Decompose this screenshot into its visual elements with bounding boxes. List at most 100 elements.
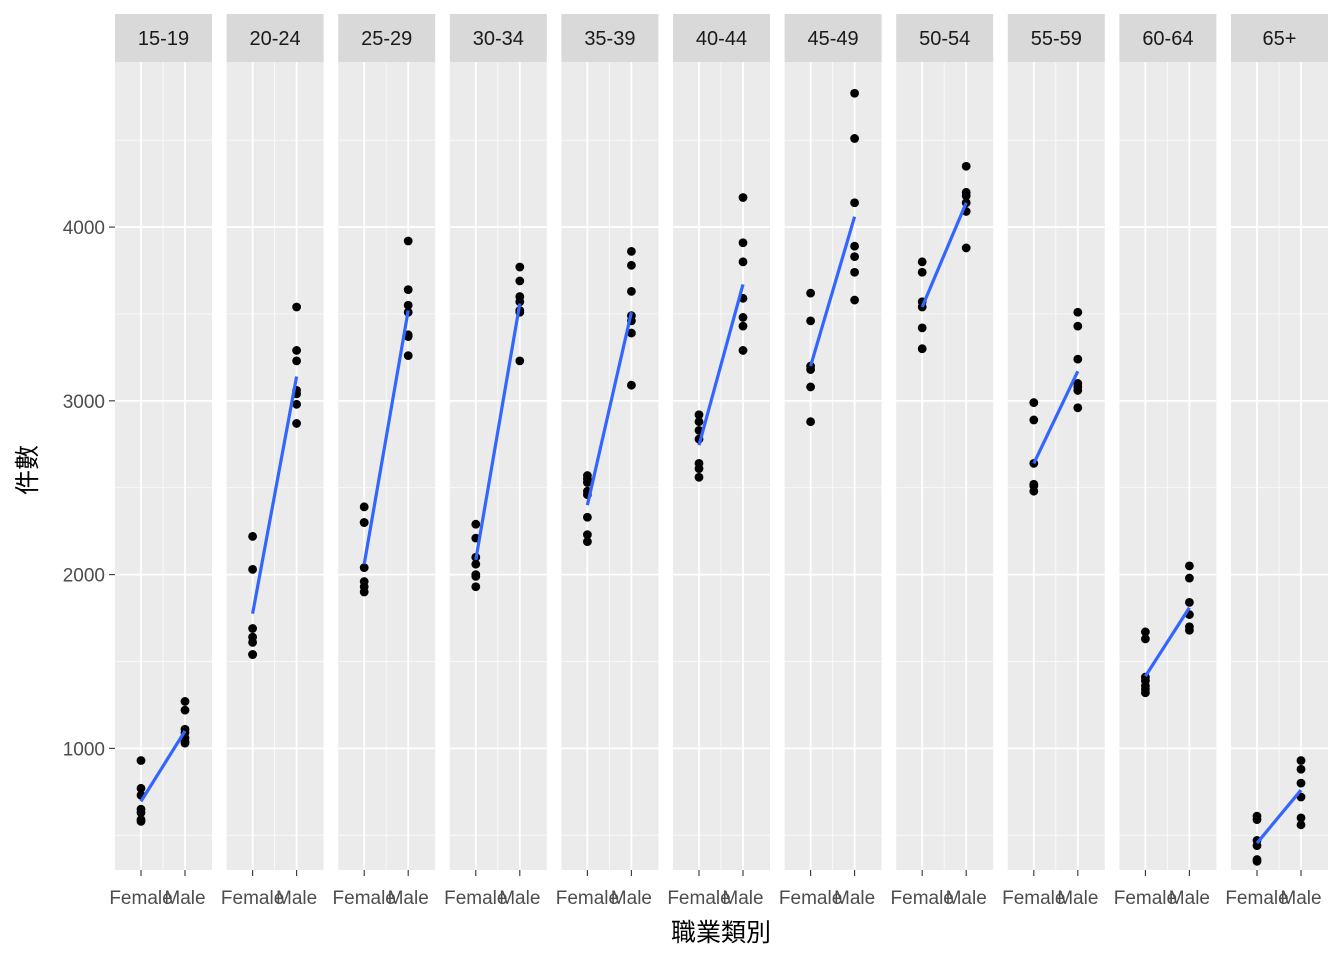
facet-strip-label: 65+ [1263, 28, 1297, 50]
x-tick-label: Female [1114, 888, 1177, 909]
facet-strip-label: 55-59 [1031, 28, 1082, 50]
facet-strip-label: 20-24 [250, 28, 301, 50]
x-axis-title: 職業類別 [671, 918, 771, 947]
trend-line [1255, 789, 1303, 845]
male-point [403, 285, 413, 295]
x-tick-label: Female [1002, 888, 1065, 909]
x-tick-label: Male [946, 888, 987, 909]
panel-background [896, 62, 994, 870]
female-point [359, 563, 369, 573]
male-point [961, 243, 971, 253]
trend-line [809, 216, 857, 367]
trend-line [1032, 370, 1080, 465]
x-tick-label: Male [611, 888, 652, 909]
x-tick-label: Female [444, 888, 507, 909]
male-point [292, 419, 301, 428]
male-point [627, 380, 636, 390]
female-point [248, 564, 257, 574]
y-tick-label: 1000 [63, 739, 105, 760]
facet-strip [784, 14, 882, 62]
y-tick-label: 4000 [63, 218, 105, 239]
female-point [136, 756, 146, 765]
male-point [1296, 764, 1306, 774]
male-point [627, 328, 636, 338]
male-point [292, 302, 301, 312]
male-point [738, 346, 748, 355]
x-tick-label: Male [164, 888, 205, 909]
male-point [1185, 573, 1194, 583]
y-tick-label: 3000 [63, 392, 105, 413]
male-point [738, 193, 748, 202]
male-point [738, 257, 748, 267]
male-point [738, 313, 748, 322]
facet-strip [1007, 14, 1105, 62]
female-point [917, 267, 927, 277]
male-point [1296, 756, 1306, 765]
female-point [471, 582, 481, 592]
female-point [806, 288, 815, 298]
male-point [515, 356, 525, 366]
x-tick-label: Female [333, 888, 396, 909]
female-point [1029, 398, 1039, 407]
x-tick-label: Male [834, 888, 875, 909]
female-point [583, 512, 592, 522]
female-point [583, 537, 592, 546]
male-point [1296, 820, 1306, 830]
x-tick-label: Female [221, 888, 284, 909]
facet-strip-label: 60-64 [1142, 28, 1193, 50]
panel-background [226, 62, 324, 870]
trend-line [1144, 606, 1191, 678]
panel-background [1119, 62, 1217, 870]
facet-strip-label: 50-54 [919, 28, 970, 50]
female-point [248, 624, 257, 633]
male-point [403, 351, 413, 361]
panel-background [784, 62, 882, 870]
facet-strip [561, 14, 659, 62]
female-point [917, 344, 927, 354]
facet-strip [338, 14, 436, 62]
female-point [248, 531, 257, 541]
male-point [403, 236, 413, 246]
male-point [1296, 778, 1306, 788]
female-point [136, 816, 146, 826]
male-point [292, 346, 301, 355]
panel-background [338, 62, 436, 870]
facet-strip-label: 25-29 [361, 28, 412, 50]
male-point [961, 191, 971, 201]
facet-strip-label: 40-44 [696, 28, 747, 50]
x-tick-label: Female [891, 888, 954, 909]
male-point [1073, 307, 1083, 317]
male-point [1073, 386, 1083, 395]
facet-strip-label: 35-39 [584, 28, 635, 50]
male-point [1185, 598, 1194, 607]
x-tick-label: Female [109, 888, 172, 909]
male-point [627, 286, 636, 296]
x-tick-label: Female [1225, 888, 1288, 909]
female-point [359, 518, 369, 527]
male-point [1185, 561, 1194, 571]
female-point [471, 559, 481, 569]
male-point [850, 267, 859, 277]
trend-line [362, 310, 410, 565]
x-tick-label: Male [388, 888, 429, 909]
female-point [583, 478, 592, 487]
x-tick-label: Female [667, 888, 730, 909]
facet-strip [1119, 14, 1217, 62]
male-point [515, 262, 525, 272]
male-point [180, 738, 190, 748]
facet-strip [1231, 14, 1328, 62]
x-tick-label: Male [499, 888, 540, 909]
trend-line [139, 730, 187, 803]
x-tick-label: Male [1169, 888, 1210, 909]
trend-line [585, 311, 633, 506]
female-point [136, 783, 146, 793]
x-tick-label: Male [1280, 888, 1321, 909]
female-point [1252, 841, 1262, 851]
